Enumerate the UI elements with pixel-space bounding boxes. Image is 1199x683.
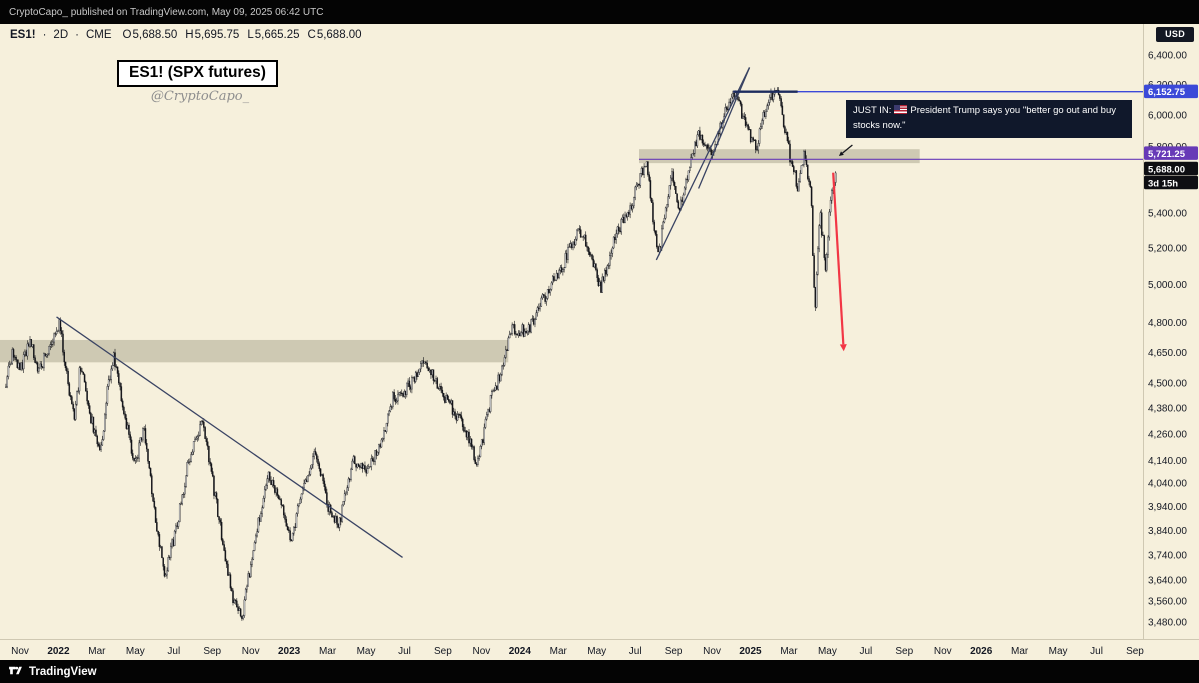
- chart-title: ES1! (SPX futures): [129, 64, 266, 81]
- price-label-text: 5,688.00: [1148, 164, 1185, 175]
- price-tick: 3,940.00: [1148, 502, 1187, 513]
- month-tick: May: [587, 646, 606, 657]
- month-tick: Nov: [11, 646, 29, 657]
- price-tick: 3,480.00: [1148, 618, 1187, 629]
- year-tick: 2026: [970, 646, 993, 657]
- symbol-header[interactable]: ES1! · 2D · CME O 5,688.50 H 5,695.75 L 5,6…: [10, 29, 362, 41]
- low-value: 5,665.25: [254, 29, 300, 41]
- tradingview-logo-icon: [8, 663, 23, 681]
- price-axis[interactable]: 6,400.006,200.006,000.005,800.005,400.00…: [0, 24, 1199, 640]
- price-tick: 3,840.00: [1148, 526, 1187, 537]
- month-tick: Jul: [629, 646, 642, 657]
- attribution-text: CryptoCapo_ published on TradingView.com…: [9, 6, 324, 18]
- news-callout: JUST IN: President Trump says you "better…: [846, 100, 1132, 139]
- month-tick: Jul: [859, 646, 872, 657]
- year-tick: 2025: [739, 646, 762, 657]
- price-tick: 3,560.00: [1148, 596, 1187, 607]
- month-tick: May: [126, 646, 145, 657]
- month-tick: Sep: [203, 646, 221, 657]
- month-tick: May: [357, 646, 376, 657]
- us-flag-icon: [894, 105, 908, 114]
- month-tick: Nov: [703, 646, 721, 657]
- price-tick: 6,000.00: [1148, 111, 1187, 122]
- price-tick: 5,000.00: [1148, 280, 1187, 291]
- price-label-text: 5,721.25: [1148, 149, 1186, 160]
- month-tick: Mar: [780, 646, 798, 657]
- price-tick: 3,640.00: [1148, 576, 1187, 587]
- close-label: C: [307, 29, 316, 41]
- price-label: [1144, 146, 1198, 160]
- price-tick: 4,650.00: [1148, 348, 1187, 359]
- high-label: H: [185, 29, 194, 41]
- rising-wedge-upper: [698, 67, 751, 189]
- open-value: 5,688.50: [132, 29, 178, 41]
- price-label-text: 3d 15h: [1148, 178, 1178, 189]
- drawing-lines: [56, 67, 1143, 558]
- price-tick: 4,140.00: [1148, 456, 1187, 467]
- chart-canvas[interactable]: 6,400.006,200.006,000.005,800.005,400.00…: [0, 24, 1199, 660]
- price-tick: 3,740.00: [1148, 550, 1187, 561]
- month-tick: May: [818, 646, 837, 657]
- price-tick: 4,260.00: [1148, 429, 1187, 440]
- symbol-name[interactable]: ES1!: [10, 29, 36, 41]
- low-label: L: [247, 29, 254, 41]
- demand-zone: [0, 339, 509, 363]
- brand-name: TradingView: [29, 665, 97, 678]
- separator: ·: [75, 29, 79, 41]
- month-tick: Sep: [895, 646, 913, 657]
- price-label: [1144, 175, 1198, 190]
- time-axis[interactable]: Nov 2022 Mar May Jul Sep Nov 2023 Mar May Jul Sep No…: [11, 646, 1144, 657]
- price-tick: 4,040.00: [1148, 479, 1187, 490]
- price-tick: 4,380.00: [1148, 403, 1187, 414]
- month-tick: Jul: [1090, 646, 1103, 657]
- price-tick: 6,400.00: [1148, 51, 1187, 62]
- month-tick: Mar: [1011, 646, 1029, 657]
- separator: ·: [42, 29, 47, 41]
- rising-wedge-lower: [655, 67, 751, 261]
- month-tick: Mar: [88, 646, 106, 657]
- currency-badge[interactable]: USD: [1156, 27, 1194, 42]
- price-label-text: 6,152.75: [1148, 87, 1186, 98]
- news-prefix: JUST IN:: [853, 105, 892, 116]
- month-tick: Jul: [167, 646, 180, 657]
- 2022-downtrend: [56, 316, 403, 558]
- price-zones: [0, 149, 920, 363]
- month-tick: Sep: [1126, 646, 1144, 657]
- price-tick: 5,200.00: [1148, 244, 1187, 255]
- year-tick: 2023: [278, 646, 301, 657]
- price-tick: 5,400.00: [1148, 209, 1187, 220]
- timeframe[interactable]: 2D: [53, 29, 69, 41]
- month-tick: Mar: [319, 646, 337, 657]
- brand-bar: TradingView: [0, 660, 1199, 683]
- projection-arrow: [832, 172, 845, 345]
- price-tick: 4,800.00: [1148, 318, 1187, 329]
- price-label: [1144, 84, 1198, 99]
- author-handle: @CryptoCapo_: [150, 89, 250, 104]
- price-tick: 4,500.00: [1148, 378, 1187, 389]
- close-value: 5,688.00: [316, 29, 362, 41]
- exchange: CME: [85, 29, 112, 41]
- high-value: 5,695.75: [194, 29, 240, 41]
- month-tick: Sep: [434, 646, 452, 657]
- month-tick: Jul: [398, 646, 411, 657]
- month-tick: May: [1049, 646, 1068, 657]
- price-label: [1144, 161, 1198, 176]
- open-label: O: [122, 29, 132, 41]
- retest-arrow: [842, 144, 853, 154]
- year-tick: 2022: [47, 646, 70, 657]
- resistance-zone: [639, 149, 920, 164]
- month-tick: Sep: [665, 646, 683, 657]
- chart-title-box: ES1! (SPX futures): [117, 60, 278, 87]
- attribution-bar: CryptoCapo_ published on TradingView.com…: [0, 0, 1199, 24]
- month-tick: Nov: [472, 646, 490, 657]
- year-tick: 2024: [509, 646, 532, 657]
- month-tick: Mar: [550, 646, 568, 657]
- candlestick-series: [5, 87, 837, 621]
- news-text: President Trump says you "better go out …: [853, 105, 1116, 131]
- month-tick: Nov: [242, 646, 260, 657]
- annotation-arrows: [832, 144, 853, 352]
- ohlc-values: O 5,688.50 H 5,695.75 L 5,665.25 C 5,688.00: [123, 29, 362, 41]
- month-tick: Nov: [934, 646, 952, 657]
